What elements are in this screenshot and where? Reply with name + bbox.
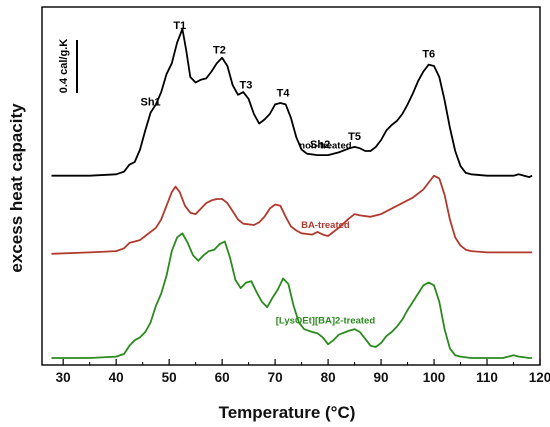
x-tick-label: 120 (529, 370, 550, 385)
x-tick-label: 60 (215, 370, 230, 385)
peak-label: T5 (348, 131, 361, 143)
x-axis-ticks: 30 40 50 60 70 80 90 100 110 120 (56, 359, 550, 385)
series-label: BA-treated (301, 220, 350, 231)
peak-label: T6 (422, 49, 435, 61)
series-line-1 (51, 174, 533, 255)
x-tick-label: 90 (374, 370, 389, 385)
peak-label: T4 (277, 88, 291, 100)
series-line-0 (51, 28, 533, 178)
x-tick-label: 70 (268, 370, 283, 385)
peak-label: T2 (213, 45, 226, 57)
series-line-2 (51, 232, 533, 359)
series-label: non-treated (299, 140, 351, 151)
peak-labels: Sh1 T1 T2 T3 T4 Sh2 T5 T6 (141, 20, 436, 151)
y-axis-title: excess heat capacity (7, 103, 26, 273)
x-tick-label: 100 (423, 370, 446, 385)
peak-label: Sh2 (310, 139, 330, 151)
scale-bar-label: 0.4 cal/g.K (58, 39, 70, 93)
x-tick-label: 110 (476, 370, 498, 385)
plot-frame (41, 6, 541, 366)
scale-bar: 0.4 cal/g.K (58, 39, 78, 93)
x-tick-label: 40 (109, 370, 124, 385)
peak-label: T3 (240, 79, 253, 91)
series-layer (51, 28, 533, 359)
peak-label: T1 (173, 20, 186, 32)
x-axis-title: Temperature (°C) (219, 403, 356, 422)
peak-label: Sh1 (141, 97, 161, 109)
x-tick-label: 30 (56, 370, 71, 385)
series-labels: non-treated BA-treated [LysOEt][BA]2-treat… (276, 140, 376, 326)
x-tick-label: 80 (321, 370, 336, 385)
series-label: [LysOEt][BA]2-treated (276, 316, 376, 327)
x-tick-label: 50 (162, 370, 177, 385)
